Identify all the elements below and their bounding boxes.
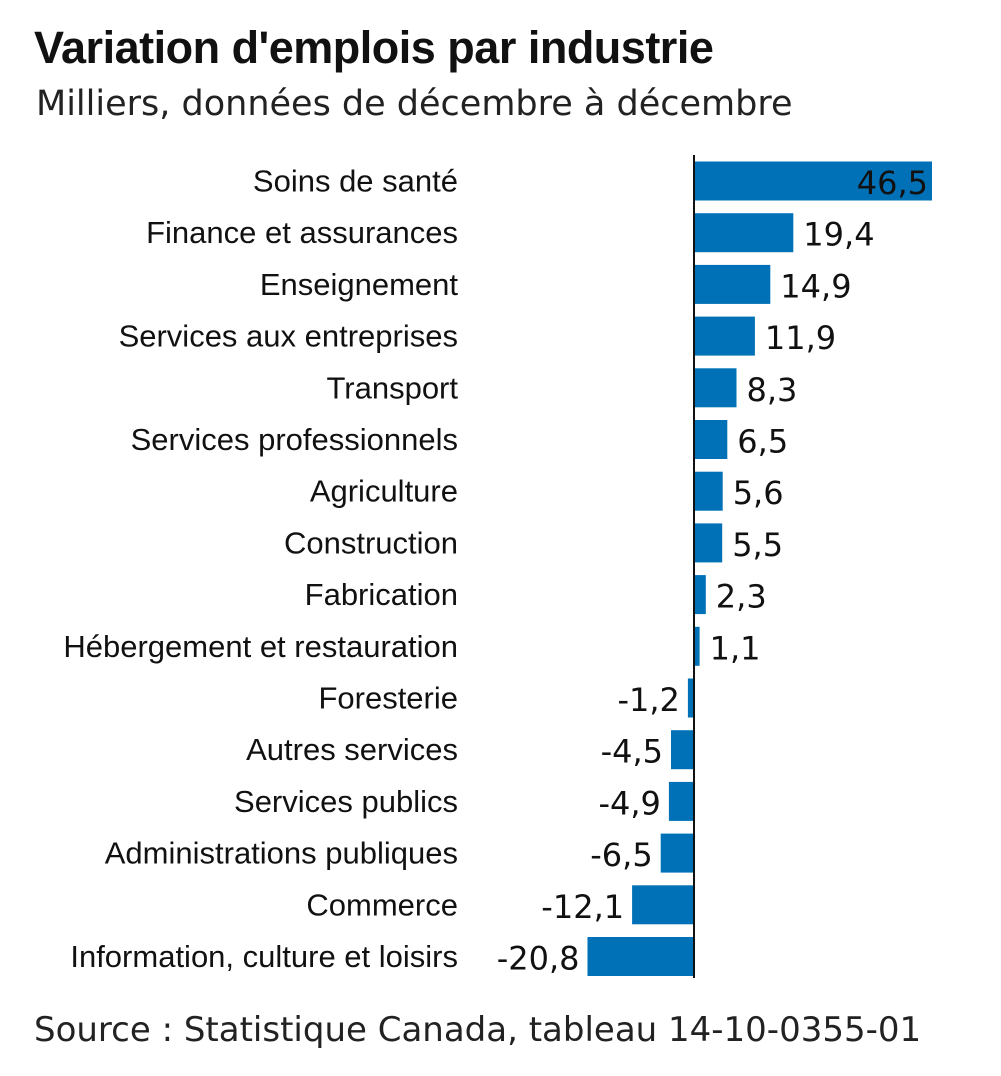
value-label-commerce: -12,1 [541,888,624,926]
bar-administrations-publiques [660,833,694,873]
bar-foresterie [687,678,694,718]
value-label-enseignement: 14,9 [780,267,851,305]
category-label-finance-et-assurances: Finance et assurances [146,215,458,250]
bar-information-culture-et-loisirs [587,937,694,976]
bar-commerce [632,885,694,925]
category-label-administrations-publiques: Administrations publiques [105,836,458,871]
category-label-autres-services: Autres services [246,732,458,767]
value-label-agriculture: 5,6 [733,474,784,512]
value-label-services-professionnels: 6,5 [737,423,788,461]
bar-chart: Soins de santé Finance et assurances Ensei… [63,155,932,978]
value-labels: 46,5 19,4 14,9 11,9 8,3 6,5 5,6 5,5 2,3 1,1 -1,2 -4… [497,164,928,978]
bar-hebergement-et-restauration [694,626,700,666]
chart-subtitle: Milliers, données de décembre à décembre [36,84,793,124]
bar-autres-services [671,730,694,770]
category-label-services-publics: Services publics [234,784,458,819]
category-labels: Soins de santé Finance et assurances Ensei… [63,164,458,975]
chart-title: Variation d'emplois par industrie [34,22,714,73]
value-label-fabrication: 2,3 [716,578,767,616]
value-label-information-culture-et-loisirs: -20,8 [497,940,580,978]
chart-source: Source : Statistique Canada, tableau 14-… [34,1010,922,1050]
category-label-fabrication: Fabrication [305,577,458,612]
category-label-services-professionnels: Services professionnels [131,422,458,457]
bar-agriculture [694,471,723,511]
value-label-services-publics: -4,9 [598,784,660,822]
value-label-construction: 5,5 [732,526,783,564]
bar-construction [694,523,723,563]
value-label-transport: 8,3 [747,371,798,409]
category-label-commerce: Commerce [306,887,458,922]
category-label-enseignement: Enseignement [260,267,459,302]
value-label-autres-services: -4,5 [601,733,663,771]
bar-transport [694,368,737,408]
bar-services-professionnels [694,420,728,459]
category-label-transport: Transport [326,370,458,405]
category-label-hebergement-et-restauration: Hébergement et restauration [63,629,458,664]
bars-layer [587,161,932,976]
category-label-construction: Construction [284,525,458,560]
value-label-administrations-publiques: -6,5 [590,836,652,874]
category-label-agriculture: Agriculture [310,474,458,509]
category-label-soins-de-sante: Soins de santé [253,164,458,199]
bar-finance-et-assurances [694,213,794,253]
bar-enseignement [694,264,771,304]
category-label-services-aux-entreprises: Services aux entreprises [119,319,458,354]
value-label-finance-et-assurances: 19,4 [803,216,874,254]
value-label-soins-de-sante: 46,5 [857,164,928,202]
value-label-services-aux-entreprises: 11,9 [765,319,836,357]
bar-services-aux-entreprises [694,316,755,356]
bar-soins-de-sante [694,161,932,201]
bar-services-publics [668,781,694,821]
category-label-information-culture-et-loisirs: Information, culture et loisirs [70,939,458,974]
value-label-hebergement-et-restauration: 1,1 [710,629,761,667]
bar-fabrication [694,575,706,615]
value-label-foresterie: -1,2 [617,681,679,719]
category-label-foresterie: Foresterie [318,681,458,716]
